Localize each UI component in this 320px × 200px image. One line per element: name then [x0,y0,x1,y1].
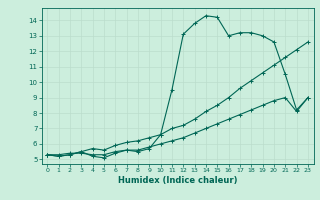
X-axis label: Humidex (Indice chaleur): Humidex (Indice chaleur) [118,176,237,185]
